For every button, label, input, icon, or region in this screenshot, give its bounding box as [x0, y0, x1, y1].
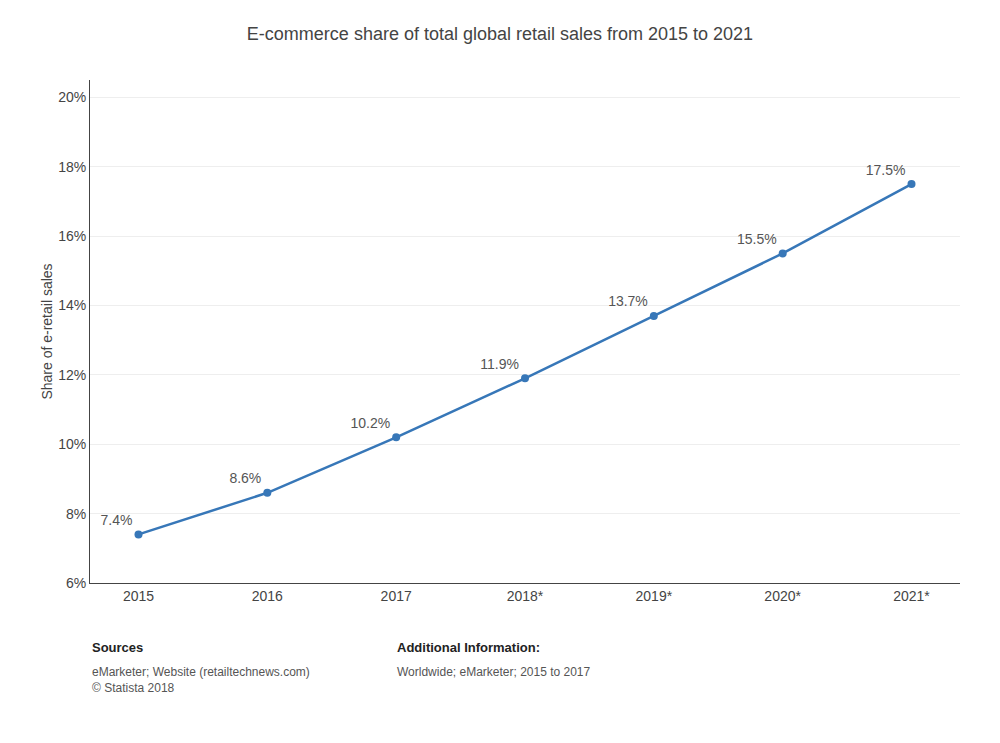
svg-text:Additional Information:: Additional Information: — [397, 640, 540, 655]
svg-text:2017: 2017 — [381, 588, 412, 604]
svg-text:2019*: 2019* — [636, 588, 673, 604]
svg-text:6%: 6% — [66, 575, 86, 591]
svg-text:2021*: 2021* — [893, 588, 930, 604]
svg-text:10.2%: 10.2% — [350, 415, 390, 431]
svg-text:E-commerce share of total glob: E-commerce share of total global retail … — [247, 24, 753, 44]
svg-text:Sources: Sources — [92, 640, 143, 655]
svg-text:7.4%: 7.4% — [101, 512, 133, 528]
svg-text:2020*: 2020* — [764, 588, 801, 604]
svg-text:12%: 12% — [58, 367, 86, 383]
svg-text:8.6%: 8.6% — [229, 470, 261, 486]
svg-text:2015: 2015 — [123, 588, 154, 604]
svg-text:2016: 2016 — [252, 588, 283, 604]
svg-text:18%: 18% — [58, 159, 86, 175]
svg-text:2018*: 2018* — [507, 588, 544, 604]
svg-text:11.9%: 11.9% — [480, 356, 519, 372]
svg-text:Share of e-retail sales: Share of e-retail sales — [39, 263, 55, 399]
svg-text:Worldwide; eMarketer; 2015 to: Worldwide; eMarketer; 2015 to 2017 — [397, 665, 591, 679]
svg-text:eMarketer; Website (retailtech: eMarketer; Website (retailtechnews.com)©… — [92, 665, 310, 695]
svg-text:15.5%: 15.5% — [737, 231, 777, 247]
svg-text:10%: 10% — [58, 436, 86, 452]
svg-text:13.7%: 13.7% — [608, 293, 648, 309]
svg-text:17.5%: 17.5% — [866, 162, 906, 178]
svg-text:8%: 8% — [66, 506, 86, 522]
svg-text:14%: 14% — [58, 297, 86, 313]
svg-text:20%: 20% — [58, 89, 86, 105]
svg-text:16%: 16% — [58, 228, 86, 244]
